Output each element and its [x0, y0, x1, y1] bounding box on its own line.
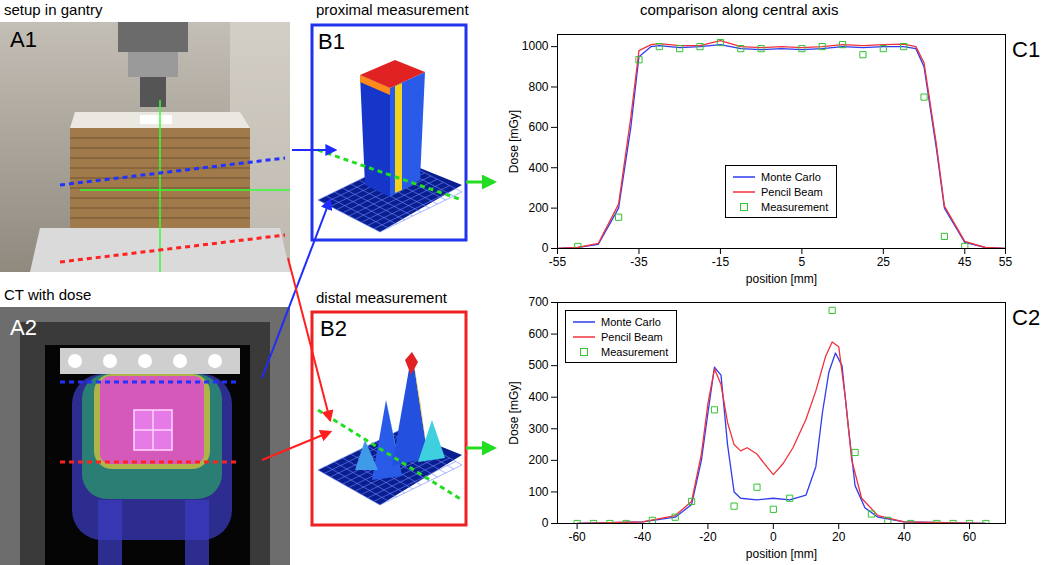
svg-text:400: 400	[528, 390, 548, 404]
html-text:Pencil Beam: Pencil Beam	[601, 330, 663, 343]
html-text:CT with dose: CT with dose	[4, 286, 92, 303]
svg-text:100: 100	[528, 485, 548, 499]
html-text:C1: C1	[1012, 37, 1041, 62]
svg-text:200: 200	[528, 453, 548, 467]
svg-text:1000: 1000	[522, 39, 549, 53]
svg-text:0: 0	[542, 516, 549, 530]
svg-text:0: 0	[542, 241, 549, 255]
html-text:proximal measurement: proximal measurement	[316, 1, 469, 18]
html-text:Monte Carlo: Monte Carlo	[761, 170, 821, 183]
html-text:Pencil Beam: Pencil Beam	[761, 185, 823, 198]
svg-text:60: 60	[963, 530, 977, 544]
html-text:C2: C2	[1012, 305, 1041, 330]
html-text:A2: A2	[10, 315, 37, 340]
svg-text:55: 55	[999, 255, 1013, 269]
svg-text:0: 0	[770, 530, 777, 544]
svg-text:400: 400	[528, 161, 548, 175]
html-text:B1: B1	[318, 29, 345, 54]
svg-text:200: 200	[528, 201, 548, 215]
svg-text:position [mm]: position [mm]	[746, 272, 817, 286]
svg-text:-55: -55	[549, 255, 567, 269]
svg-text:-20: -20	[699, 530, 717, 544]
html-text:A1: A1	[10, 27, 37, 52]
html-text:setup in gantry: setup in gantry	[4, 1, 103, 18]
svg-text:300: 300	[528, 422, 548, 436]
html-text:Measurement: Measurement	[601, 345, 669, 358]
svg-text:5: 5	[799, 255, 806, 269]
svg-text:Dose [mGy]: Dose [mGy]	[507, 381, 521, 444]
svg-text:-15: -15	[712, 255, 730, 269]
html-text:distal measurement: distal measurement	[316, 289, 447, 306]
svg-text:Dose [mGy]: Dose [mGy]	[507, 110, 521, 173]
html-text:Monte Carlo: Monte Carlo	[601, 315, 661, 328]
html-text:B2: B2	[320, 316, 347, 341]
svg-text:45: 45	[958, 255, 972, 269]
svg-text:position [mm]: position [mm]	[746, 547, 817, 561]
svg-text:-60: -60	[568, 530, 586, 544]
svg-text:800: 800	[528, 80, 548, 94]
svg-text:500: 500	[528, 358, 548, 372]
svg-text:25: 25	[877, 255, 891, 269]
svg-text:-35: -35	[630, 255, 648, 269]
svg-text:40: 40	[897, 530, 911, 544]
svg-text:700: 700	[528, 295, 548, 309]
svg-text:600: 600	[528, 120, 548, 134]
svg-text:600: 600	[528, 327, 548, 341]
svg-text:20: 20	[832, 530, 846, 544]
html-text:Measurement: Measurement	[761, 200, 829, 213]
svg-text:-40: -40	[634, 530, 652, 544]
html-text:comparison along central axis: comparison along central axis	[640, 1, 839, 18]
